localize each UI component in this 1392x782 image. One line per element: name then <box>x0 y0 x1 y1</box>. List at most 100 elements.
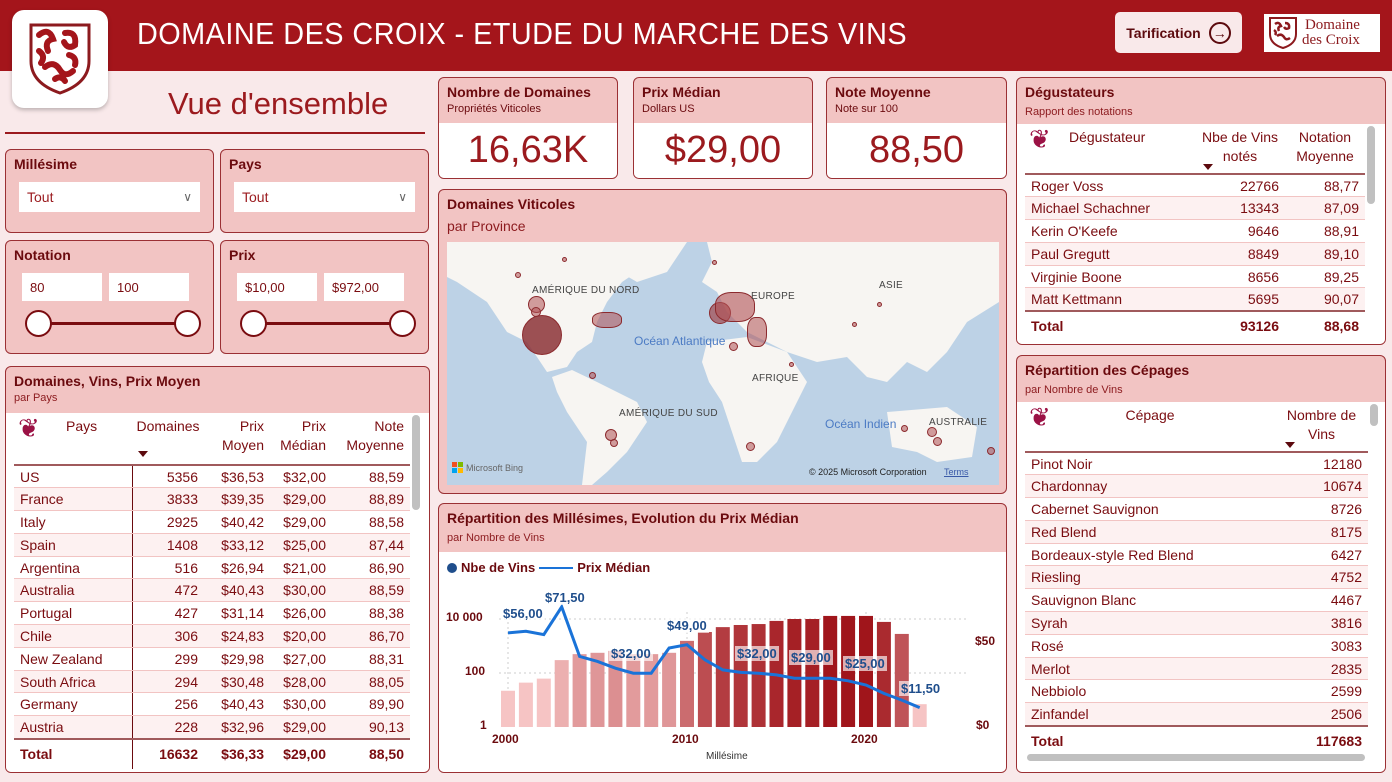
table-row[interactable]: Michael Schachner 13343 87,09 <box>1025 196 1365 221</box>
table-row[interactable]: Cabernet Sauvignon 8726 <box>1025 497 1368 521</box>
bar-2009[interactable] <box>662 652 677 727</box>
map-bubble[interactable] <box>933 437 942 446</box>
bar-2014[interactable] <box>751 624 766 727</box>
table-row[interactable]: Chile 306 $24,83 $20,00 86,70 <box>14 624 410 648</box>
table-row[interactable]: Nebbiolo 2599 <box>1025 679 1368 704</box>
table-row[interactable]: New Zealand 299 $29,98 $27,00 88,31 <box>14 647 410 671</box>
bar-2010[interactable] <box>680 640 694 727</box>
table-row[interactable]: Germany 256 $40,43 $30,00 89,90 <box>14 692 410 717</box>
col-header-domaines[interactable]: Domaines <box>132 413 204 465</box>
table-row[interactable]: Red Blend 8175 <box>1025 520 1368 544</box>
table-row[interactable]: Australia 472 $40,43 $30,00 88,59 <box>14 578 410 603</box>
bar-2000[interactable] <box>501 690 515 727</box>
bar-2013[interactable] <box>733 624 748 727</box>
col-header-prix-median[interactable]: Prix Médian <box>280 418 326 453</box>
tarification-button[interactable]: Tarification → <box>1115 12 1242 53</box>
bar-2019[interactable] <box>841 615 856 727</box>
col-header-nbe-vins[interactable]: Nbe de Vins notés <box>1195 124 1285 174</box>
prix-median-line[interactable] <box>507 603 921 710</box>
table-row[interactable]: Virginie Boone 8656 89,25 <box>1025 265 1365 289</box>
table-row[interactable]: Riesling 4752 <box>1025 565 1368 590</box>
world-map[interactable]: AMÉRIQUE DU NORD EUROPE ASIE AFRIQUE AMÉ… <box>447 242 999 485</box>
table-row[interactable]: Sauvignon Blanc 4467 <box>1025 588 1368 613</box>
table-row[interactable]: Syrah 3816 <box>1025 611 1368 635</box>
map-bubble[interactable] <box>610 439 618 447</box>
prix-slider-max-handle[interactable] <box>389 310 416 337</box>
table-row[interactable]: Austria 228 $32,96 $29,00 90,13 <box>14 715 410 740</box>
table-row[interactable]: Portugal 427 $31,14 $26,00 88,38 <box>14 601 410 626</box>
col-header-note-moyenne[interactable]: Note Moyenne <box>346 418 404 453</box>
notation-slider-track[interactable] <box>38 322 188 325</box>
map-bubble[interactable] <box>901 425 908 432</box>
map-terms-link[interactable]: Terms <box>944 467 969 477</box>
table-row[interactable]: Italy 2925 $40,42 $29,00 88,58 <box>14 510 410 534</box>
millesime-dropdown[interactable]: Tout ∨ <box>19 182 200 212</box>
map-bubble[interactable] <box>712 260 717 265</box>
col-header-nombre-vins[interactable]: Nombre de Vins <box>1275 402 1368 452</box>
map-bubble[interactable] <box>789 362 794 367</box>
bar-2004[interactable] <box>572 654 587 727</box>
map-bubble-cluster[interactable] <box>715 292 755 322</box>
col-header-degustateur[interactable]: ❦ Dégustateur <box>1029 124 1146 154</box>
col-header-cepage[interactable]: ❦ Cépage <box>1029 402 1175 432</box>
notation-min-input[interactable]: 80 <box>22 273 102 301</box>
prix-max-input[interactable]: $972,00 <box>324 273 404 301</box>
table-row[interactable]: Merlot 2835 <box>1025 657 1368 681</box>
vintage-chart[interactable]: Nbe de Vins Prix Médian 10 000 100 1 $50… <box>439 552 1006 772</box>
table-row[interactable]: South Africa 294 $30,48 $28,00 88,05 <box>14 670 410 694</box>
prix-min-input[interactable]: $10,00 <box>237 273 317 301</box>
table-row[interactable]: Zinfandel 2506 <box>1025 702 1368 727</box>
map-bubble[interactable] <box>877 302 882 307</box>
vertical-scrollbar[interactable] <box>1370 404 1378 426</box>
table-row[interactable]: Chardonnay 10674 <box>1025 474 1368 499</box>
bar-2002[interactable] <box>536 678 551 727</box>
col-header-prix-moyen[interactable]: Prix Moyen <box>221 418 264 453</box>
col-header-pays[interactable]: ❦ Pays <box>18 413 98 443</box>
map-bubble[interactable] <box>562 257 567 262</box>
table-row[interactable]: Kerin O'Keefe 9646 88,91 <box>1025 219 1365 243</box>
map-bubble[interactable] <box>852 322 857 327</box>
horizontal-scrollbar[interactable] <box>1027 754 1365 761</box>
vertical-scrollbar[interactable] <box>412 415 420 510</box>
map-bubble[interactable] <box>927 427 937 437</box>
table-row[interactable]: France 3833 $39,35 $29,00 88,89 <box>14 487 410 512</box>
pays-dropdown[interactable]: Tout ∨ <box>234 182 415 212</box>
map-bubble[interactable] <box>515 272 521 278</box>
map-bubble[interactable] <box>589 372 596 379</box>
bar-2023[interactable] <box>912 704 927 727</box>
notation-max-input[interactable]: 100 <box>109 273 189 301</box>
map-bubble[interactable] <box>987 447 995 455</box>
bar-2020[interactable] <box>859 615 873 727</box>
prix-slider-min-handle[interactable] <box>240 310 267 337</box>
bar-2016[interactable] <box>787 619 802 727</box>
table-row[interactable]: US 5356 $36,53 $32,00 88,59 <box>14 465 410 489</box>
bar-2022[interactable] <box>894 633 909 727</box>
table-row[interactable]: Pinot Noir 12180 <box>1025 452 1368 476</box>
table-row[interactable]: Argentina 516 $26,94 $21,00 86,90 <box>14 556 410 580</box>
notation-slider-max-handle[interactable] <box>174 310 201 337</box>
bar-2017[interactable] <box>805 619 820 727</box>
table-row[interactable]: Bordeaux-style Red Blend 6427 <box>1025 543 1368 567</box>
table-row[interactable]: Matt Kettmann 5695 90,07 <box>1025 287 1365 312</box>
bar-2021[interactable] <box>876 621 891 727</box>
bar-2018[interactable] <box>823 615 838 727</box>
bar-2005[interactable] <box>590 652 605 727</box>
bar-2007[interactable] <box>626 654 641 727</box>
map-bubble[interactable] <box>522 315 562 355</box>
map-bubble-cluster[interactable] <box>592 312 622 328</box>
map-bubble[interactable] <box>729 342 738 351</box>
prix-slider-track[interactable] <box>253 322 403 325</box>
table-row[interactable]: Roger Voss 22766 88,77 <box>1025 174 1365 198</box>
vertical-scrollbar[interactable] <box>1367 126 1375 204</box>
bar-2012[interactable] <box>715 627 730 727</box>
table-row[interactable]: Paul Gregutt 8849 89,10 <box>1025 242 1365 266</box>
bar-2001[interactable] <box>518 682 533 727</box>
map-bubble-cluster[interactable] <box>747 317 767 347</box>
table-row[interactable]: Spain 1408 $33,12 $25,00 87,44 <box>14 533 410 557</box>
notation-slider-min-handle[interactable] <box>25 310 52 337</box>
map-bubble[interactable] <box>746 442 755 451</box>
bar-2006[interactable] <box>608 650 623 727</box>
map-bubble[interactable] <box>531 307 541 317</box>
bar-2011[interactable] <box>697 632 712 727</box>
bar-2003[interactable] <box>554 660 569 727</box>
